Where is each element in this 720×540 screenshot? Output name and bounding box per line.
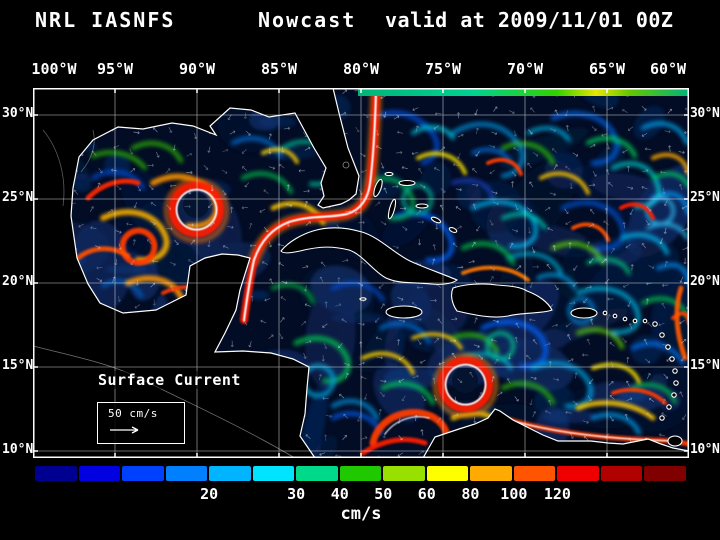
lat-label-left-30n: 30°N [2,106,34,121]
lon-label-65w: 65°W [588,60,626,78]
colorbar-tick-40: 40 [330,485,349,503]
colorbar-units: cm/s [340,504,382,524]
lon-label-75w: 75°W [424,60,462,78]
lon-label-60w: 60°W [649,60,687,78]
colorbar-block-8 [383,466,425,481]
lon-label-85w: 85°W [260,60,298,78]
inland-features [33,129,350,458]
map-canvas [33,88,689,458]
island-hispaniola [451,283,553,318]
lon-label-80w: 80°W [342,60,380,78]
colorbar-block-13 [600,466,643,481]
island-puerto-rico [570,307,598,319]
axis-ticks [33,88,689,458]
colorbar [35,466,688,481]
colorbar-block-10 [470,466,512,481]
model-boundary-band [358,89,689,96]
colorbar-block-12 [557,466,599,481]
colorbar-block-14 [644,466,686,481]
lat-label-left-20n: 20°N [2,274,34,289]
colorbar-block-0 [35,466,77,481]
colorbar-tick-50: 50 [374,485,393,503]
islands [280,171,683,447]
colorbar-block-7 [339,466,382,481]
lat-label-right-20n: 20°N [690,274,720,289]
island-trinidad [667,435,683,447]
colorbar-block-3 [165,466,208,481]
colorbar-block-1 [78,466,121,481]
lat-label-right-30n: 30°N [690,106,720,121]
lat-label-right-25n: 25°N [690,190,720,205]
colorbar-tick-30: 30 [287,485,306,503]
lat-label-left-25n: 25°N [2,190,34,205]
lat-label-left-15n: 15°N [2,358,34,373]
lon-label-90w: 90°W [178,60,216,78]
colorbar-tick-20: 20 [200,485,219,503]
eddy-center-gulf [183,192,209,218]
lat-label-left-10n: 10°N [2,442,34,457]
colorbar-block-2 [122,466,164,481]
lon-label-100w: 100°W [31,60,77,78]
coastline [70,88,689,458]
colorbar-block-6 [296,466,338,481]
reference-vector-label: 50 cm/s [108,407,158,420]
grid-lines [33,88,689,458]
scale-arrow-icon [110,426,139,434]
colorbar-tick-100: 100 [500,485,528,503]
colorbar-tick-60: 60 [417,485,436,503]
island-cuba [280,227,459,285]
lat-label-right-15n: 15°N [690,358,720,373]
lon-label-95w: 95°W [96,60,134,78]
eddy-center-caribbean [452,367,478,393]
colorbar-tick-80: 80 [461,485,480,503]
colorbar-tick-labels: 20 30 40 50 60 80 100 120 [35,485,688,503]
colorbar-block-5 [252,466,295,481]
island-jamaica [385,305,423,319]
title-product: Nowcast [258,8,357,32]
colorbar-block-9 [426,466,469,481]
colorbar-block-4 [209,466,251,481]
colorbar-tick-120: 120 [543,485,571,503]
colorbar-block-11 [513,466,556,481]
lon-label-70w: 70°W [506,60,544,78]
title-validtime: valid at 2009/11/01 00Z [385,8,674,32]
surface-current-label: Surface Current [96,371,243,389]
reference-vector-box: 50 cm/s [97,402,185,444]
title-model: NRL IASNFS [35,8,176,32]
lat-label-right-10n: 10°N [690,442,720,457]
